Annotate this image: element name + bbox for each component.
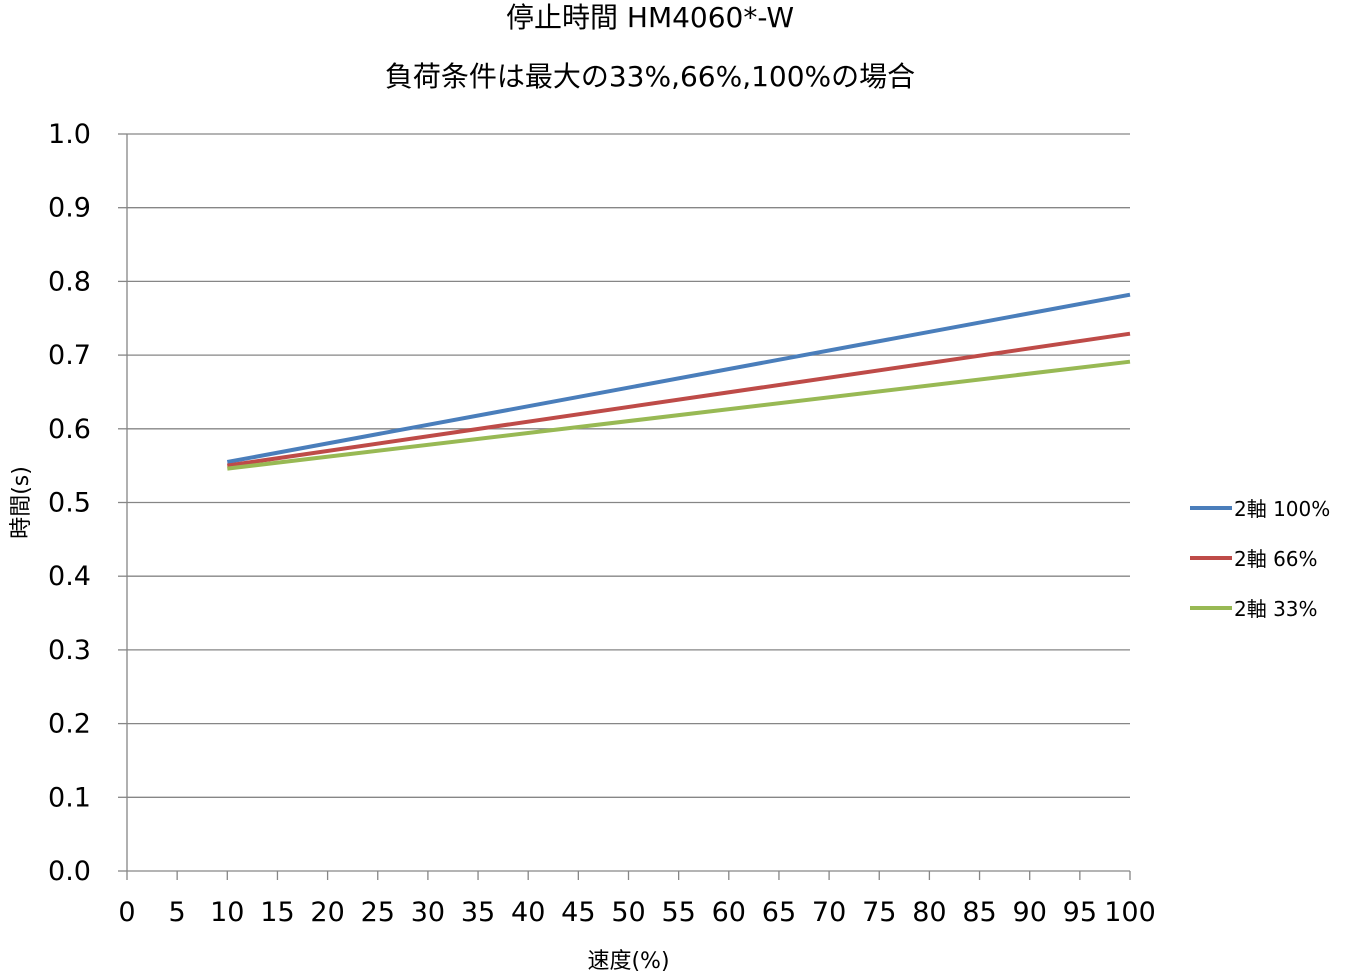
y-tick-label: 0.1	[48, 782, 91, 813]
x-tick-label: 100	[1104, 897, 1156, 928]
x-tick-label: 5	[169, 897, 186, 928]
axes	[118, 133, 1131, 880]
x-tick-label: 15	[260, 897, 294, 928]
series-line	[227, 359, 1131, 471]
series-line	[227, 331, 1131, 468]
y-tick-label: 0.7	[48, 340, 91, 371]
x-tick-label: 55	[661, 897, 695, 928]
series-line	[226, 292, 1131, 464]
legend-label: 2軸 100%	[1234, 497, 1330, 521]
y-tick-label: 0.8	[48, 266, 91, 297]
gridlines	[127, 133, 1130, 798]
chart-title: 停止時間 HM4060*-W	[505, 1, 795, 34]
legend-item: 2軸 33%	[1190, 597, 1318, 621]
x-tick-label: 30	[411, 897, 445, 928]
legend: 2軸 100% 2軸 66% 2軸 33%	[1190, 497, 1330, 621]
y-tick-label: 0.5	[48, 488, 91, 519]
x-tick-label: 0	[118, 897, 135, 928]
x-tick-label: 80	[912, 897, 946, 928]
x-tick-label: 25	[361, 897, 395, 928]
legend-item: 2軸 66%	[1190, 547, 1318, 571]
x-tick-label: 65	[762, 897, 796, 928]
x-axis-title: 速度(%)	[587, 949, 669, 974]
x-tick-label: 90	[1013, 897, 1047, 928]
y-tick-label: 0.3	[48, 635, 91, 666]
y-tick-label: 0.4	[48, 561, 91, 592]
x-tick-label: 95	[1063, 897, 1097, 928]
y-axis-title: 時間(s)	[9, 466, 34, 539]
x-tick-label: 40	[511, 897, 545, 928]
y-tick-labels: 0.0 0.1 0.2 0.3 0.4 0.5 0.6 0.7 0.8 0.9 1.0	[48, 119, 91, 887]
y-tick-label: 0.9	[48, 193, 91, 224]
x-tick-label: 70	[812, 897, 846, 928]
series-lines	[226, 292, 1131, 471]
x-tick-label: 45	[561, 897, 595, 928]
chart-subtitle: 負荷条件は最大の33%,66%,100%の場合	[384, 60, 916, 93]
x-tick-label: 20	[310, 897, 344, 928]
legend-label: 2軸 33%	[1234, 597, 1318, 621]
x-tick-label: 75	[862, 897, 896, 928]
legend-item: 2軸 100%	[1190, 497, 1330, 521]
x-tick-label: 35	[461, 897, 495, 928]
x-tick-label: 85	[962, 897, 996, 928]
x-tick-label: 60	[712, 897, 746, 928]
y-tick-label: 0.2	[48, 709, 91, 740]
legend-label: 2軸 66%	[1234, 547, 1318, 571]
x-tick-label: 10	[210, 897, 244, 928]
x-tick-label: 50	[611, 897, 645, 928]
y-tick-label: 1.0	[48, 119, 91, 150]
x-tick-labels: 0 5 10 15 20 25 30 35 40 45 50 55 60 65 70 75 80 85 90 95 10…	[118, 897, 1155, 928]
y-tick-label: 0.0	[48, 856, 91, 887]
y-tick-label: 0.6	[48, 414, 91, 445]
